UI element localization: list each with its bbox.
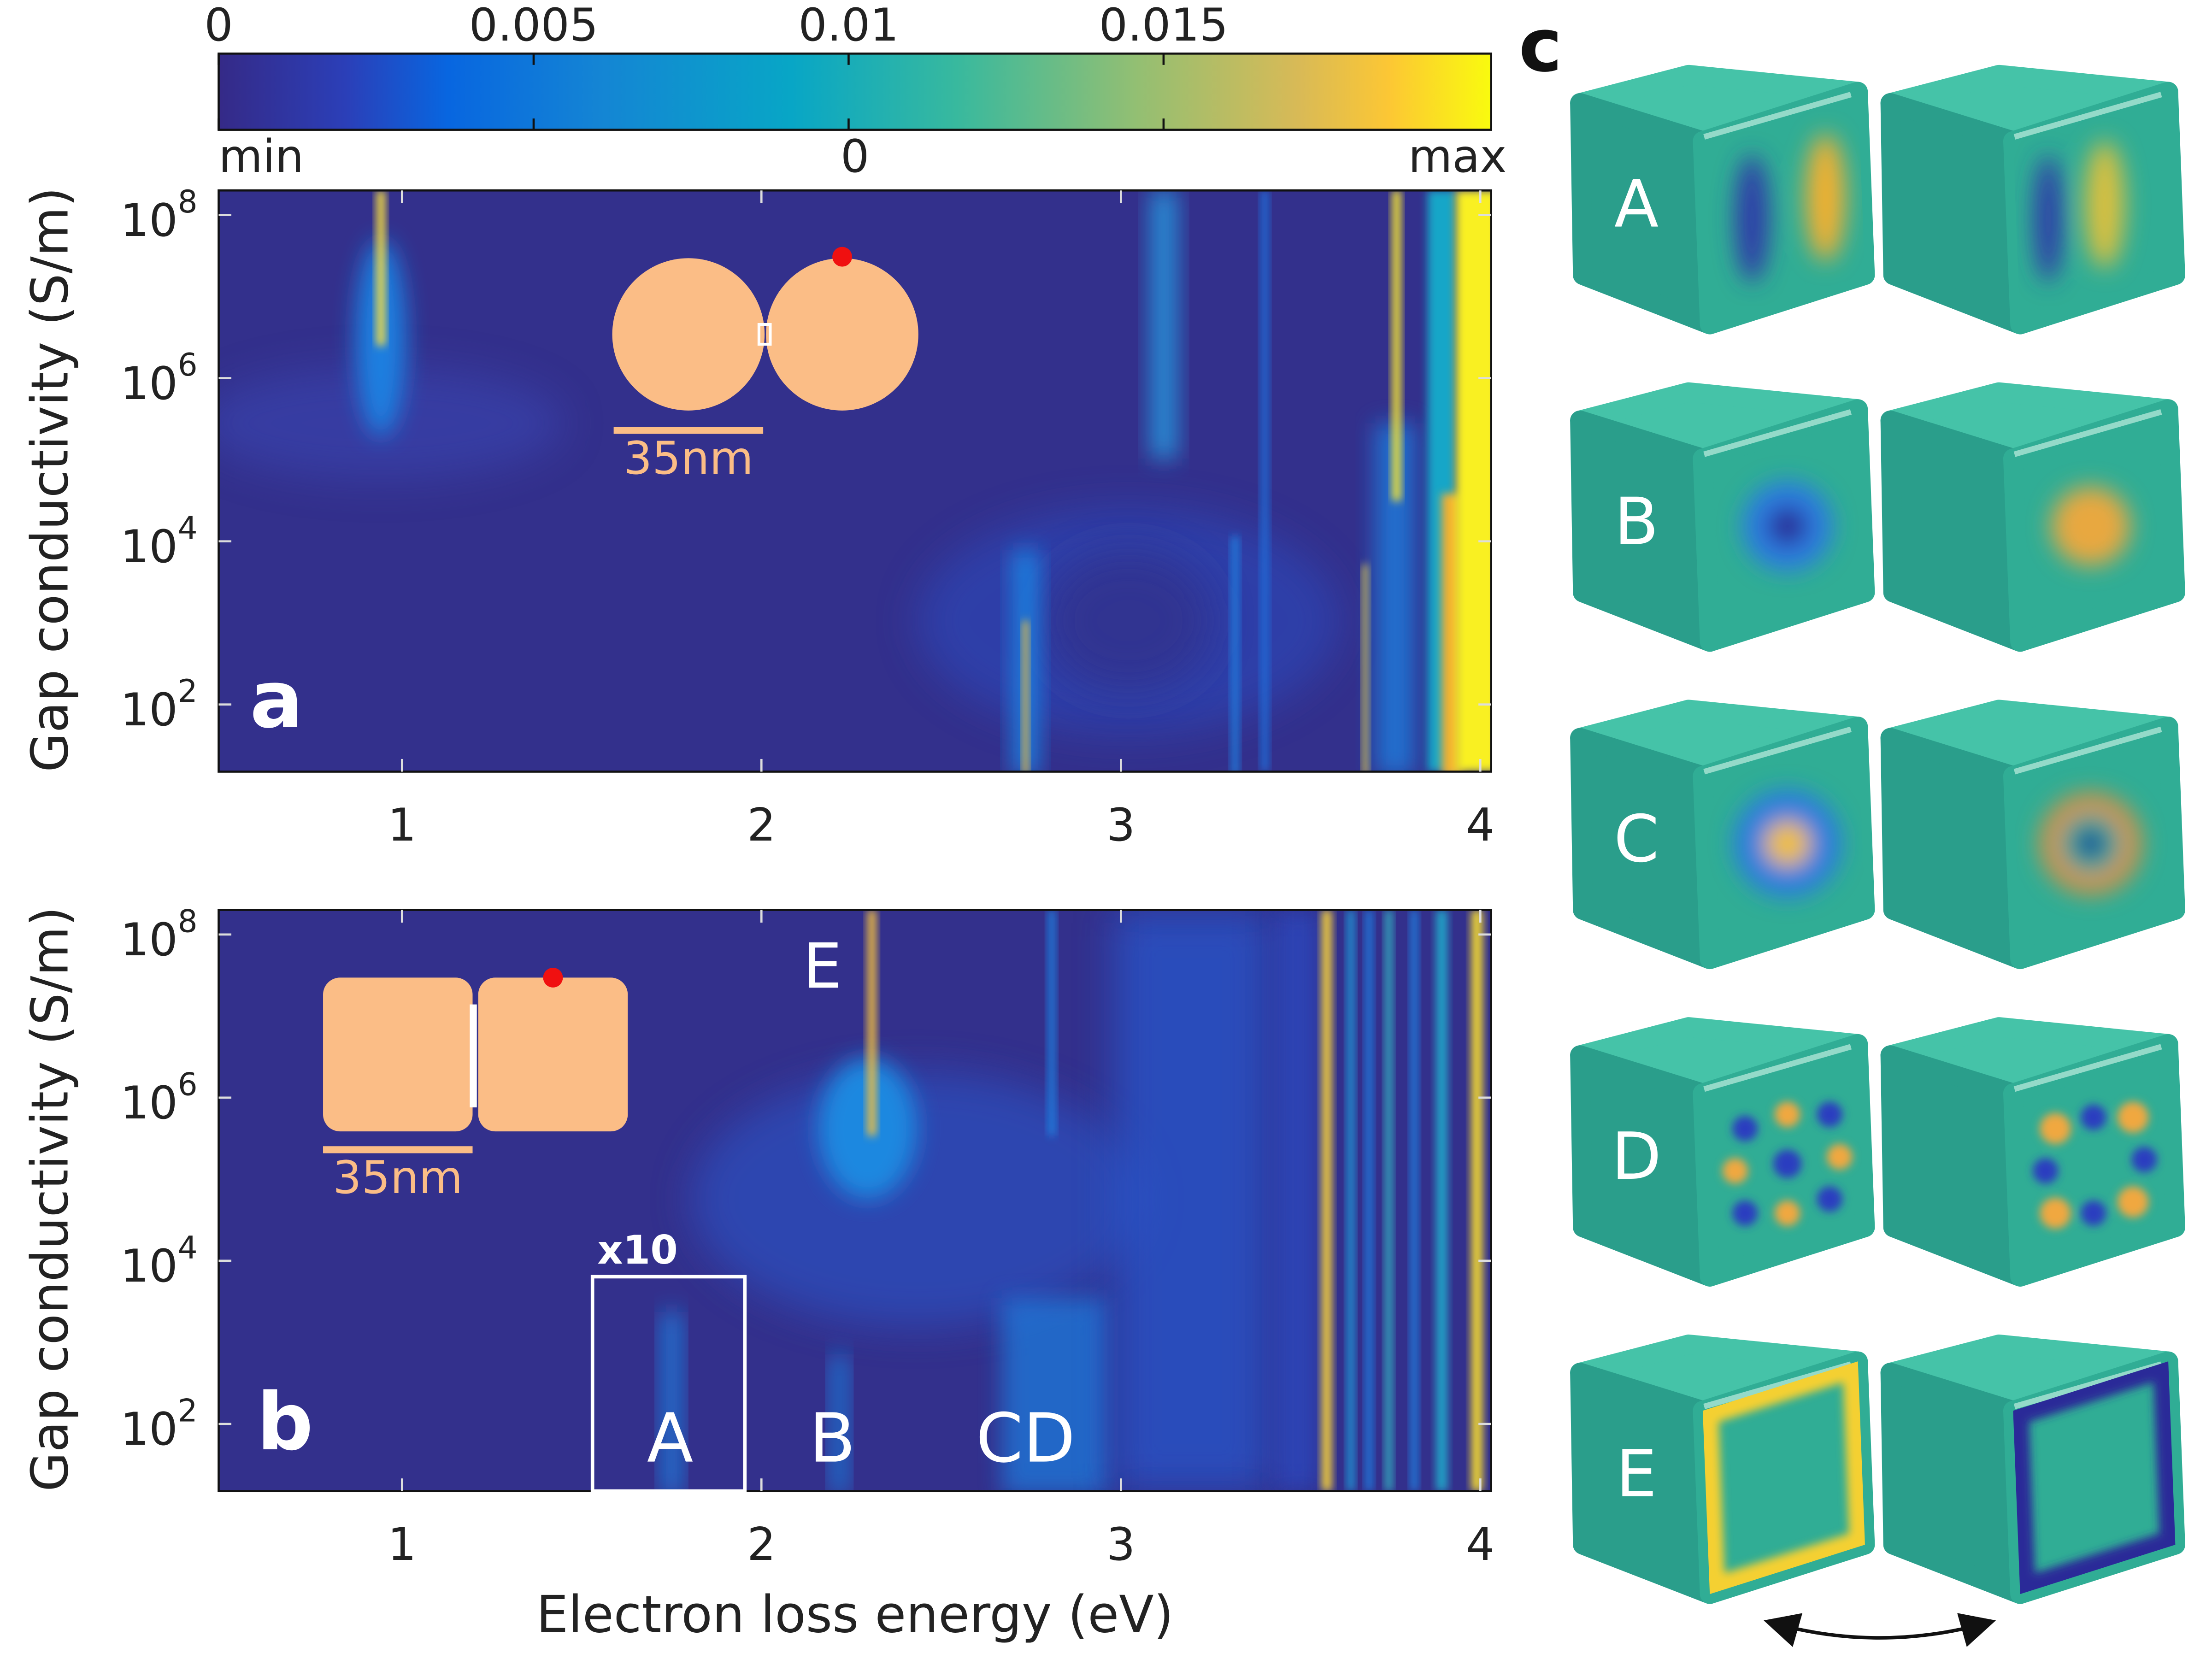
colorbar-max-label: max [1408, 130, 1506, 183]
y-tick-label: 104 [120, 1229, 197, 1293]
cube-row-b [1580, 392, 2176, 642]
x-tick-label: 4 [1466, 1518, 1494, 1571]
y-tick-exponent: 4 [178, 1229, 198, 1265]
y-tick-exponent: 2 [178, 1392, 198, 1429]
mode-label: E [1616, 1436, 1657, 1512]
annotation: x10 [597, 1227, 678, 1273]
scale-bar-label: 35nm [333, 1152, 463, 1204]
cube-row-a [1580, 75, 2176, 324]
colorbar-min-label: min [218, 130, 304, 183]
y-tick-base: 10 [120, 521, 178, 573]
y-tick-base: 10 [120, 684, 178, 736]
axes-frame-a [218, 189, 1493, 773]
y-tick-label: 106 [120, 347, 197, 410]
inset-dimer-spheres [612, 247, 918, 434]
mode-label: B [1614, 484, 1659, 559]
x-tick-label: 1 [388, 1518, 416, 1571]
y-tick-label: 104 [120, 510, 197, 573]
y-tick-base: 10 [120, 914, 178, 966]
panel-letter: c [1519, 3, 1562, 88]
colorbar-tick-label: 0 [204, 0, 233, 52]
annotation: B [809, 1399, 856, 1478]
zoom-box [590, 1275, 747, 1493]
y-tick-label: 102 [120, 1392, 197, 1456]
inset-dimer-cubes [323, 968, 628, 1153]
cube-row-d [1580, 1027, 2176, 1277]
y-tick-exponent: 6 [178, 347, 198, 383]
y-tick-base: 10 [120, 1240, 178, 1293]
x-tick-label: 3 [1106, 799, 1135, 852]
y-tick-label: 108 [120, 903, 197, 966]
colorbar-tick-label: 0.015 [1099, 0, 1228, 52]
x-tick-label: 1 [388, 799, 416, 852]
annotation: CD [976, 1399, 1076, 1478]
y-tick-base: 10 [120, 194, 178, 247]
x-axis-label: Electron loss energy (eV) [536, 1585, 1174, 1644]
annotation: E [803, 930, 842, 1002]
axes-frame-b [218, 909, 1493, 1493]
panel-letter: a [250, 654, 303, 746]
cube-row-e [1580, 1344, 2176, 1647]
y-tick-exponent: 8 [178, 903, 198, 939]
y-tick-exponent: 4 [178, 510, 198, 546]
mode-labels: A B C D E [1612, 167, 1661, 1512]
colorbar [218, 53, 1493, 131]
cube-row-c [1580, 710, 2176, 959]
colorbar-mid-label: 0 [841, 130, 869, 183]
y-tick-label: 106 [120, 1066, 197, 1130]
x-tick-label: 3 [1106, 1518, 1135, 1571]
y-tick-label: 102 [120, 673, 197, 736]
y-tick-exponent: 8 [178, 183, 198, 220]
y-axis-label: Gap conductivity (S/m) [21, 906, 80, 1492]
mode-label: C [1614, 801, 1659, 877]
x-tick-label: 4 [1466, 799, 1494, 852]
y-tick-exponent: 2 [178, 673, 198, 709]
colorbar-tick-label: 0.01 [798, 0, 899, 52]
y-axis-label: Gap conductivity (S/m) [21, 187, 80, 772]
x-tick-label: 2 [747, 799, 776, 852]
x-tick-label: 2 [747, 1518, 776, 1571]
annotation: A [647, 1399, 694, 1478]
y-tick-base: 10 [120, 358, 178, 410]
mode-label: A [1614, 167, 1659, 242]
y-tick-label: 108 [120, 183, 197, 247]
y-tick-base: 10 [120, 1403, 178, 1456]
y-tick-base: 10 [120, 1077, 178, 1130]
colorbar-tick-label: 0.005 [469, 0, 598, 52]
y-tick-exponent: 6 [178, 1066, 198, 1102]
panel-letter: b [257, 1377, 313, 1468]
scale-bar-label: 35nm [624, 432, 753, 485]
mode-label: D [1612, 1119, 1661, 1194]
